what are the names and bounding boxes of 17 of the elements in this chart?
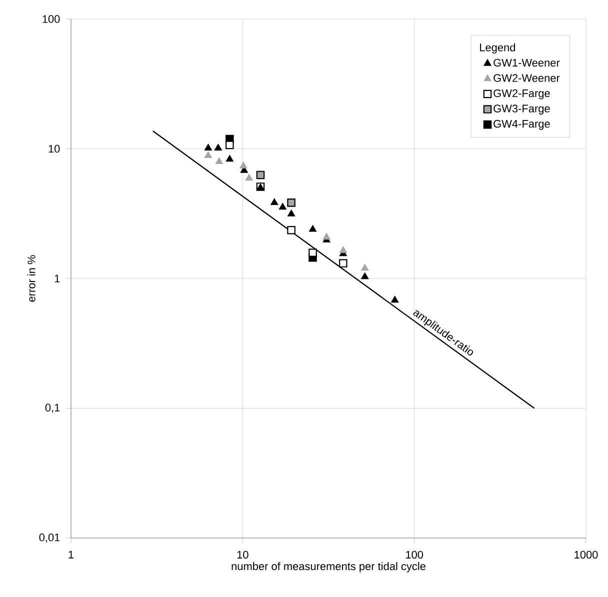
y-tick-label: 1	[54, 274, 60, 282]
legend-label: GW4-Farge	[494, 120, 550, 130]
legend-label: GW3-Farge	[494, 104, 550, 115]
legend-label: GW2-Farge	[494, 89, 550, 100]
x-tick-label: 100	[406, 550, 424, 559]
y-axis-title: error in %	[27, 255, 36, 302]
legend-label: GW2-Weener	[494, 74, 560, 82]
x-tick-label: 1	[68, 550, 74, 558]
y-tick-label: 0,1	[45, 404, 60, 413]
x-tick-label: 1000	[574, 550, 598, 559]
x-tick-label: 10	[237, 550, 248, 559]
y-tick-label: 100	[42, 15, 60, 23]
legend-title: Legend	[480, 43, 515, 54]
legend-label: GW1-Weener	[494, 58, 560, 67]
y-tick-label: 0,01	[39, 533, 60, 543]
x-axis-title: number of measurements per tidal cycle	[232, 562, 426, 572]
y-tick-label: 10	[48, 144, 60, 153]
